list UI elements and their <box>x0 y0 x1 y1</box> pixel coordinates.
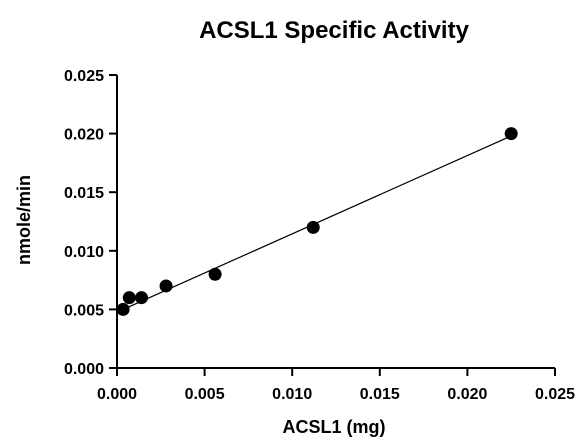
y-tick-label: 0.005 <box>64 302 104 319</box>
x-tick-label: 0.000 <box>97 386 137 403</box>
y-tick-label: 0.025 <box>64 68 104 85</box>
data-point <box>122 291 136 305</box>
data-point <box>135 291 149 305</box>
y-tick-label: 0.010 <box>64 244 104 261</box>
x-tick-label: 0.020 <box>447 386 487 403</box>
data-point <box>504 127 518 141</box>
y-axis-label: nmole/min <box>14 175 34 265</box>
data-point <box>116 302 130 316</box>
x-tick-label: 0.005 <box>185 386 225 403</box>
x-axis: 0.000 0.005 0.010 0.015 0.020 0.025 <box>97 367 575 403</box>
data-point <box>159 279 173 293</box>
chart-title: ACSL1 Specific Activity <box>199 17 470 44</box>
data-point <box>208 267 222 281</box>
y-tick-label: 0.015 <box>64 185 104 202</box>
x-tick-label: 0.025 <box>535 386 575 403</box>
x-axis-label: ACSL1 (mg) <box>283 417 386 437</box>
plot-area <box>116 127 518 316</box>
x-tick-label: 0.015 <box>360 386 400 403</box>
y-axis: 0.000 0.005 0.010 0.015 0.020 0.025 <box>64 68 118 378</box>
data-point <box>306 220 320 234</box>
x-tick-label: 0.010 <box>272 386 312 403</box>
y-tick-label: 0.000 <box>64 361 104 378</box>
y-tick-label: 0.020 <box>64 127 104 144</box>
